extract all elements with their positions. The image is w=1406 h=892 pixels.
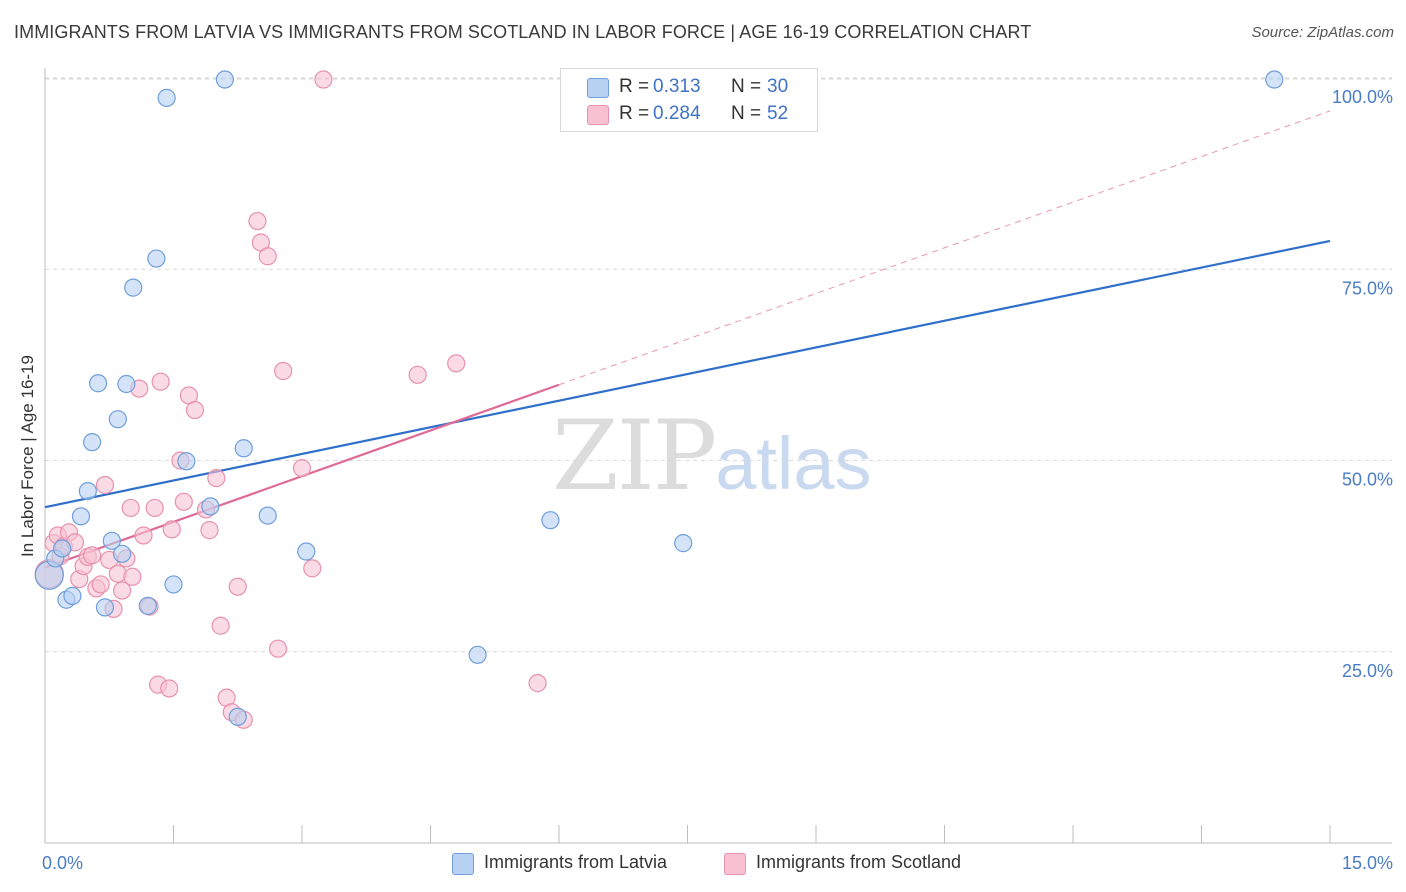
point-latvia xyxy=(234,439,253,458)
point-latvia xyxy=(63,586,82,606)
point-scotland xyxy=(207,468,226,488)
point-scotland xyxy=(91,575,110,594)
point-scotland xyxy=(258,247,277,266)
x-tick-label: 15.0% xyxy=(1342,853,1393,873)
point-latvia xyxy=(124,278,143,297)
point-scotland xyxy=(314,70,333,89)
point-scotland xyxy=(200,521,219,540)
x-tick-label: 0.0% xyxy=(42,853,83,873)
point-latvia xyxy=(112,544,132,563)
point-latvia xyxy=(157,88,176,107)
point-latvia xyxy=(1265,70,1284,89)
point-latvia xyxy=(95,598,115,617)
point-scotland xyxy=(248,211,267,231)
chart-title: IMMIGRANTS FROM LATVIA VS IMMIGRANTS FRO… xyxy=(14,22,1032,42)
legend-swatch-latvia xyxy=(587,78,609,98)
point-latvia xyxy=(541,511,560,530)
point-latvia xyxy=(108,410,127,429)
point-scotland xyxy=(268,639,288,658)
point-latvia xyxy=(468,645,487,664)
bottom-legend-swatch-scotland xyxy=(724,853,746,875)
point-latvia xyxy=(53,539,72,558)
y-tick-label: 50.0% xyxy=(1342,470,1393,490)
point-scotland xyxy=(121,498,140,518)
legend-n-value: 30 xyxy=(767,76,789,97)
grid-layer xyxy=(45,77,1392,653)
legend-n-value: 52 xyxy=(767,103,789,124)
bottom-legend-label-latvia: Immigrants from Latvia xyxy=(484,852,668,872)
correlation-legend: R = 0.313 N = 30 R = 0.284 N = 52 xyxy=(560,68,818,132)
legend-swatch-scotland xyxy=(587,105,609,125)
point-scotland xyxy=(145,498,164,518)
tick-label-layer: 25.0% 50.0% 75.0% 100.0% 0.0% 15.0% xyxy=(42,87,1393,873)
legend-r-label: R = xyxy=(619,103,650,124)
point-scotland xyxy=(123,567,142,586)
point-latvia xyxy=(674,534,693,553)
point-scotland xyxy=(408,365,427,384)
point-scotland xyxy=(162,520,181,539)
point-latvia xyxy=(71,507,91,526)
legend-r-value: 0.313 xyxy=(653,76,701,97)
point-latvia xyxy=(83,433,102,452)
legend-r-label: R = xyxy=(619,76,650,97)
bottom-legend-swatch-latvia xyxy=(452,853,474,875)
point-scotland xyxy=(83,546,102,565)
watermark-atlas: atlas xyxy=(715,422,872,505)
point-scotland xyxy=(211,616,230,635)
point-latvia xyxy=(297,542,316,561)
point-latvia xyxy=(78,482,97,501)
point-latvia xyxy=(177,452,196,471)
point-latvia xyxy=(228,707,247,726)
point-scotland xyxy=(151,372,170,391)
trendline-scotland-extension xyxy=(558,110,1331,386)
source-label: Source: ZipAtlas.com xyxy=(1251,24,1394,41)
bottom-legend-label-scotland: Immigrants from Scotland xyxy=(756,852,962,872)
point-scotland xyxy=(274,361,293,381)
point-latvia xyxy=(201,497,220,516)
legend-n-label: N = xyxy=(731,103,762,124)
point-scotland xyxy=(528,674,547,693)
point-scotland xyxy=(112,581,132,600)
point-scotland xyxy=(303,559,322,578)
point-latvia xyxy=(164,575,183,594)
trendline-latvia xyxy=(44,239,1331,509)
y-tick-label: 75.0% xyxy=(1342,278,1393,298)
point-latvia xyxy=(89,374,108,393)
point-latvia xyxy=(138,596,157,615)
point-scotland xyxy=(174,492,193,511)
point-latvia xyxy=(102,531,121,550)
point-scotland xyxy=(292,459,312,478)
point-scotland xyxy=(185,400,205,420)
point-scotland xyxy=(447,354,466,373)
point-scotland xyxy=(95,475,115,495)
axis-layer xyxy=(44,68,1392,844)
y-tick-label: 25.0% xyxy=(1342,661,1393,681)
y-tick-label: 100.0% xyxy=(1332,87,1393,107)
point-scotland xyxy=(228,577,247,596)
watermark-zip: ZIP xyxy=(552,400,717,512)
point-latvia xyxy=(117,374,136,394)
point-latvia xyxy=(147,249,166,268)
watermark: ZIPatlas xyxy=(552,400,872,512)
point-latvia xyxy=(215,70,234,89)
point-latvia xyxy=(258,506,277,525)
point-layer xyxy=(34,70,1284,729)
point-scotland xyxy=(134,526,153,545)
legend-n-label: N = xyxy=(731,76,762,97)
trendline-layer xyxy=(44,110,1331,569)
legend-r-value: 0.284 xyxy=(653,103,701,124)
point-scotland xyxy=(160,679,179,698)
